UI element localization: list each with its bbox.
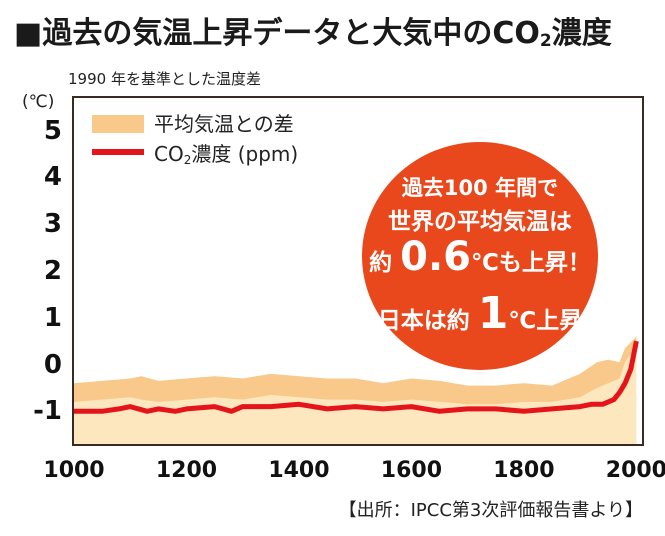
- legend-label-temperature: 平均気温との差: [154, 112, 294, 136]
- legend-label-co2-tail: 濃度 (ppm): [191, 142, 299, 166]
- callout-value-world: 0.6: [400, 234, 471, 280]
- title-tail: 濃度: [551, 16, 612, 51]
- callout-bubble: 過去100 年間で 世界の平均気温は 約 0.6℃も上昇！ 日本は約 1℃上昇: [362, 142, 598, 370]
- y-axis-unit: (℃): [22, 92, 55, 112]
- x-tick-label: 1000: [43, 458, 105, 483]
- legend-label-co2-sub: 2: [183, 153, 192, 167]
- y-tick-label: 1: [43, 302, 62, 333]
- y-tick-label: 0: [43, 349, 62, 380]
- co2-line: [74, 340, 639, 414]
- legend-item-co2: CO2濃度 (ppm): [92, 138, 298, 167]
- x-tick-label: 2000: [605, 458, 665, 483]
- legend-swatch-co2: [92, 149, 144, 155]
- page-title: ■過去の気温上昇データと大気中のCO2濃度: [14, 8, 612, 52]
- legend-label-co2: CO: [154, 142, 184, 166]
- y-tick-label: 2: [43, 256, 62, 286]
- temperature-band: [74, 336, 637, 405]
- callout-line2: 世界の平均気温は: [388, 209, 572, 235]
- source-note: 【出所：IPCC第3次評価報告書より】: [338, 500, 643, 521]
- callout-line1: 過去100 年間で: [401, 176, 559, 200]
- title-subscript: 2: [539, 31, 552, 51]
- callout-value-japan: 1: [477, 288, 509, 339]
- callout-line4: 日本は約 1℃上昇: [362, 288, 598, 339]
- y-tick-label: -1: [33, 396, 62, 427]
- chart-subtitle: 1990 年を基準とした温度差: [68, 70, 261, 88]
- callout-line3: 約 0.6℃も上昇！: [362, 234, 598, 280]
- title-main: ■過去の気温上昇データと大気中のCO: [14, 16, 540, 51]
- y-tick-label: 5: [43, 115, 62, 146]
- callout-line3-b: ℃も上昇！: [471, 250, 591, 276]
- callout-line3-a: 約: [369, 250, 393, 276]
- legend-swatch-temperature: [92, 115, 144, 133]
- callout-line4-b: ℃上昇: [508, 308, 583, 334]
- x-tick-label: 1800: [493, 458, 555, 483]
- y-tick-label: 4: [43, 162, 62, 193]
- x-tick-label: 1600: [380, 458, 443, 483]
- x-tick-label: 1200: [155, 458, 218, 483]
- legend-item-temperature: 平均気温との差: [92, 108, 294, 137]
- x-tick-label: 1400: [268, 458, 330, 483]
- callout-line4-a: 日本は約: [377, 308, 470, 334]
- y-tick-label: 3: [43, 209, 62, 240]
